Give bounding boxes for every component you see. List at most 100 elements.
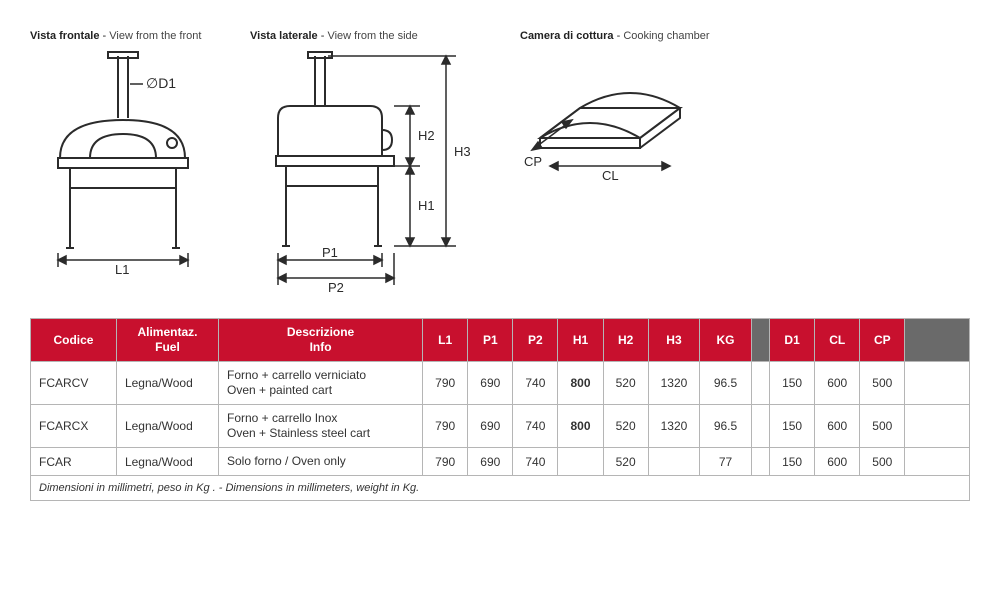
cell-cl: 600 [815,448,860,476]
diagrams-row: Vista frontale - View from the front [30,30,970,298]
cell-h1: 800 [558,405,603,448]
diagram-chamber-svg: CP CL [520,48,730,228]
cell-code: FCAR [31,448,117,476]
cell-desc-en: Oven + painted cart [227,383,332,397]
diagram-front-title-en: View from the front [109,30,201,42]
cell-cp: 500 [860,405,905,448]
cell-p1: 690 [468,362,513,405]
diagram-chamber-title-it: Camera di cottura [520,30,614,42]
diagram-side-svg: H2 H1 H3 P1 P2 [250,48,490,298]
cell-cl: 600 [815,362,860,405]
cell-cp: 500 [860,362,905,405]
cell-gap1 [751,362,769,405]
cell-h2: 520 [603,448,648,476]
cell-d1: 150 [770,405,815,448]
cell-h3: 1320 [648,405,700,448]
cell-kg: 96.5 [700,405,752,448]
cell-gap2 [905,362,970,405]
cell-desc: Solo forno / Oven only [219,448,423,476]
cell-gap2 [905,448,970,476]
cell-gap2 [905,405,970,448]
cell-p2: 740 [513,362,558,405]
th-h2: H2 [603,319,648,362]
diagram-side-title-en: View from the side [327,30,417,42]
table-row: FCARCV Legna/Wood Forno + carrello verni… [31,362,970,405]
th-gap2 [905,319,970,362]
diagram-front-title: Vista frontale - View from the front [30,30,220,42]
cell-code: FCARCV [31,362,117,405]
cell-l1: 790 [423,448,468,476]
cell-p2: 740 [513,405,558,448]
label-h2: H2 [418,128,435,143]
th-d1: D1 [770,319,815,362]
th-h3: H3 [648,319,700,362]
th-fuel-l2: Fuel [155,340,180,354]
label-p1: P1 [322,245,338,260]
cell-l1: 790 [423,362,468,405]
th-cp: CP [860,319,905,362]
th-kg: KG [700,319,752,362]
label-h1: H1 [418,198,435,213]
diagram-chamber-title: Camera di cottura - Cooking chamber [520,30,730,42]
diagram-side: Vista laterale - View from the side [250,30,490,298]
diagram-side-title: Vista laterale - View from the side [250,30,490,42]
label-h3: H3 [454,144,471,159]
cell-kg: 77 [700,448,752,476]
cell-fuel: Legna/Wood [116,362,218,405]
cell-desc: Forno + carrello verniciato Oven + paint… [219,362,423,405]
cell-kg: 96.5 [700,362,752,405]
th-codice: Codice [31,319,117,362]
spec-table: Codice Alimentaz. Fuel Descrizione Info … [30,318,970,501]
diagram-chamber: Camera di cottura - Cooking chamber CP [520,30,730,298]
cell-l1: 790 [423,405,468,448]
cell-desc-it: Forno + carrello Inox [227,411,337,425]
diagram-front-svg: ∅D1 L1 [30,48,220,278]
cell-h2: 520 [603,362,648,405]
th-p1: P1 [468,319,513,362]
cell-desc-en: Oven + Stainless steel cart [227,426,370,440]
cell-h1: 800 [558,362,603,405]
table-footnote: Dimensioni in millimetri, peso in Kg . -… [30,476,970,501]
table-row: FCARCX Legna/Wood Forno + carrello Inox … [31,405,970,448]
th-p2: P2 [513,319,558,362]
label-cp: CP [524,154,542,169]
diagram-front-title-it: Vista frontale [30,30,100,42]
th-desc-l1: Descrizione [287,325,354,339]
th-cl: CL [815,319,860,362]
diagram-front: Vista frontale - View from the front [30,30,220,298]
cell-gap1 [751,405,769,448]
cell-h3: 1320 [648,362,700,405]
th-h1: H1 [558,319,603,362]
label-d1: ∅D1 [146,75,176,91]
table-header-row: Codice Alimentaz. Fuel Descrizione Info … [31,319,970,362]
cell-d1: 150 [770,448,815,476]
table-row: FCAR Legna/Wood Solo forno / Oven only 7… [31,448,970,476]
diagram-side-title-it: Vista laterale [250,30,318,42]
cell-cp: 500 [860,448,905,476]
label-cl: CL [602,168,619,183]
cell-p1: 690 [468,448,513,476]
label-p2: P2 [328,280,344,295]
cell-code: FCARCX [31,405,117,448]
label-l1: L1 [115,262,129,277]
cell-desc: Forno + carrello Inox Oven + Stainless s… [219,405,423,448]
cell-cl: 600 [815,405,860,448]
cell-fuel: Legna/Wood [116,405,218,448]
cell-p1: 690 [468,405,513,448]
table-body: FCARCV Legna/Wood Forno + carrello verni… [31,362,970,476]
cell-h2: 520 [603,405,648,448]
cell-h3 [648,448,700,476]
diagram-chamber-title-en: Cooking chamber [623,30,709,42]
cell-fuel: Legna/Wood [116,448,218,476]
th-fuel: Alimentaz. Fuel [116,319,218,362]
th-desc: Descrizione Info [219,319,423,362]
cell-desc-it: Forno + carrello verniciato [227,368,366,382]
cell-p2: 740 [513,448,558,476]
cell-desc-it: Solo forno / Oven only [227,454,346,468]
cell-gap1 [751,448,769,476]
th-fuel-l1: Alimentaz. [137,325,197,339]
cell-h1 [558,448,603,476]
th-gap1 [751,319,769,362]
cell-d1: 150 [770,362,815,405]
th-desc-l2: Info [310,340,332,354]
